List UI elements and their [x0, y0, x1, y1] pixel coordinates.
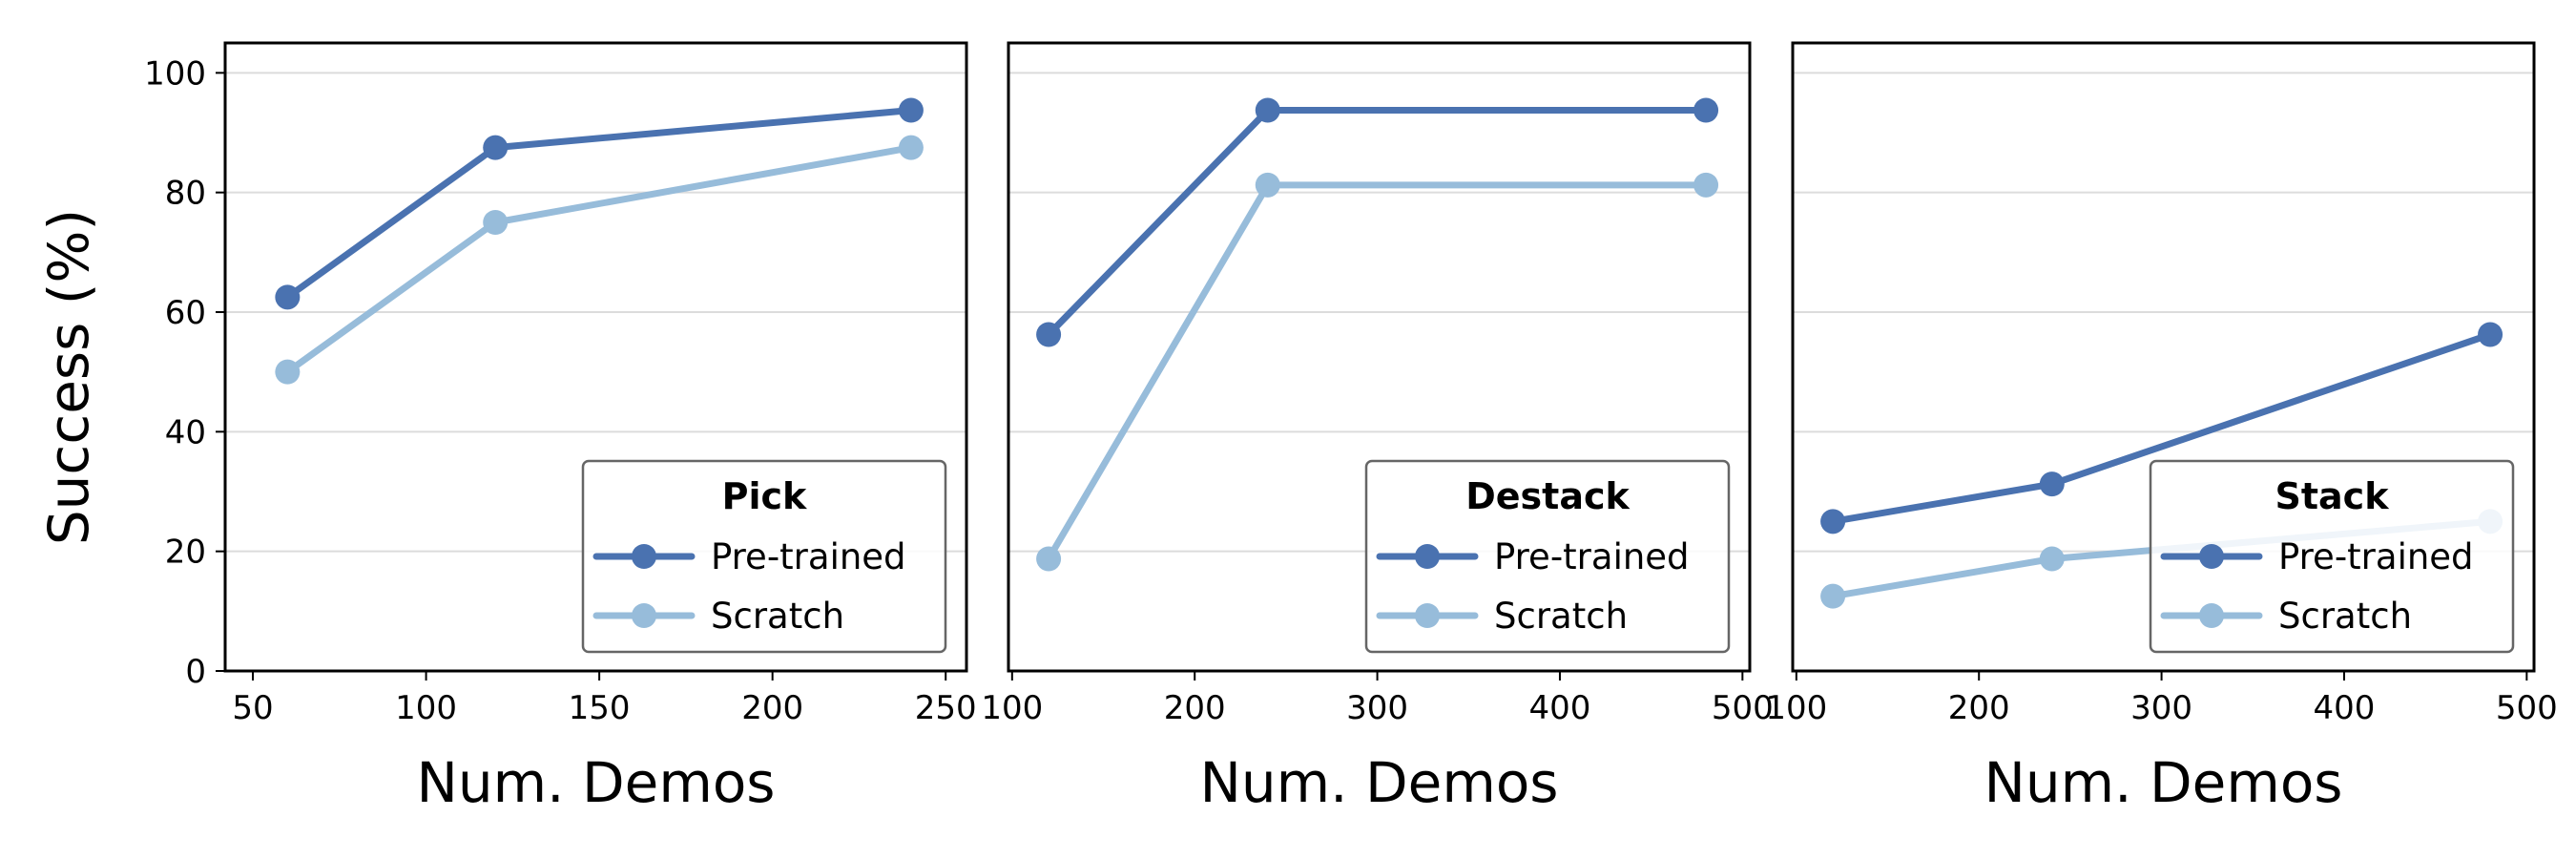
data-point-pretrained [2039, 471, 2065, 497]
y-tick-label: 100 [144, 54, 206, 93]
y-tick-label: 40 [165, 413, 206, 451]
data-point-scratch [898, 135, 924, 160]
chart-panel-1: 0 20 40 60 80 100 50 100 150 200 250 Num. Demos Pick… [144, 41, 977, 815]
legend-box [1364, 459, 1731, 654]
x-tick-label: 500 [1712, 689, 1774, 727]
legend-title: Destack [1465, 475, 1630, 517]
data-point-pretrained [2478, 322, 2503, 347]
data-point-pretrained [275, 284, 301, 310]
x-tick-label: 400 [2314, 689, 2376, 727]
data-point-scratch [1820, 583, 1846, 609]
legend-box [581, 459, 947, 654]
legend-box [2149, 459, 2515, 654]
legend-marker [2199, 603, 2224, 628]
legend-marker [2199, 544, 2224, 569]
legend-label: Scratch [1494, 596, 1628, 637]
plot-frame [223, 41, 968, 673]
data-point-pretrained [1036, 322, 1062, 347]
legend: Pick Pre-trained Scratch [581, 459, 947, 654]
y-tick-label: 60 [165, 294, 206, 332]
x-tick-label: 200 [1948, 689, 2010, 727]
legend: Stack Pre-trained Scratch [2149, 459, 2515, 654]
data-point-pretrained [1693, 97, 1719, 123]
x-tick-label: 150 [569, 689, 631, 727]
x-tick-label: 100 [1765, 689, 1827, 727]
data-point-pretrained [483, 135, 509, 160]
legend-marker [632, 544, 656, 569]
data-point-scratch [275, 359, 301, 385]
x-tick-label: 400 [1529, 689, 1591, 727]
x-tick-label: 100 [395, 689, 457, 727]
legend-label: Scratch [2278, 596, 2412, 637]
data-point-pretrained [898, 97, 924, 123]
legend-marker [632, 603, 656, 628]
legend: Destack Pre-trained Scratch [1364, 459, 1731, 654]
data-point-scratch [1036, 546, 1062, 572]
x-axis-label: Num. Demos [1199, 750, 1558, 815]
x-tick-label: 200 [741, 689, 803, 727]
x-tick-label: 500 [2496, 689, 2558, 727]
legend-label: Pre-trained [711, 536, 906, 577]
data-point-scratch [1693, 172, 1719, 198]
legend-label: Pre-trained [1494, 536, 1690, 577]
x-tick-label: 50 [232, 689, 273, 727]
x-tick-label: 100 [981, 689, 1043, 727]
legend-title: Pick [722, 475, 807, 517]
chart-panel-2: 100 200 300 400 500 Num. Demos Destack Pre-trai… [981, 41, 1774, 815]
x-tick-label: 300 [1346, 689, 1408, 727]
y-tick-label: 80 [165, 175, 206, 213]
legend-label: Pre-trained [2278, 536, 2474, 577]
data-point-scratch [1255, 172, 1280, 198]
series-line-scratch [283, 144, 915, 376]
series-line-pretrained [1045, 107, 1710, 338]
x-axis-label: Num. Demos [1984, 750, 2342, 815]
x-axis-label: Num. Demos [416, 750, 775, 815]
y-axis-label: Success (%) [36, 209, 101, 545]
y-tick-label: 0 [185, 653, 206, 691]
plot-frame [1791, 41, 2536, 673]
chart-panel-3: 100 200 300 400 500 Num. Demos Stack Pre-traine… [1765, 41, 2558, 815]
x-tick-label: 300 [2130, 689, 2192, 727]
legend-title: Stack [2275, 475, 2390, 517]
legend-marker [1415, 544, 1440, 569]
legend-label: Scratch [711, 596, 844, 637]
x-tick-label: 250 [915, 689, 977, 727]
legend-marker [1415, 603, 1440, 628]
plot-frame [1007, 41, 1752, 673]
data-point-pretrained [1820, 509, 1846, 534]
y-tick-label: 20 [165, 534, 206, 572]
data-point-scratch [2039, 546, 2065, 572]
data-point-pretrained [1255, 97, 1280, 123]
x-tick-label: 200 [1164, 689, 1226, 727]
data-point-scratch [483, 210, 509, 235]
